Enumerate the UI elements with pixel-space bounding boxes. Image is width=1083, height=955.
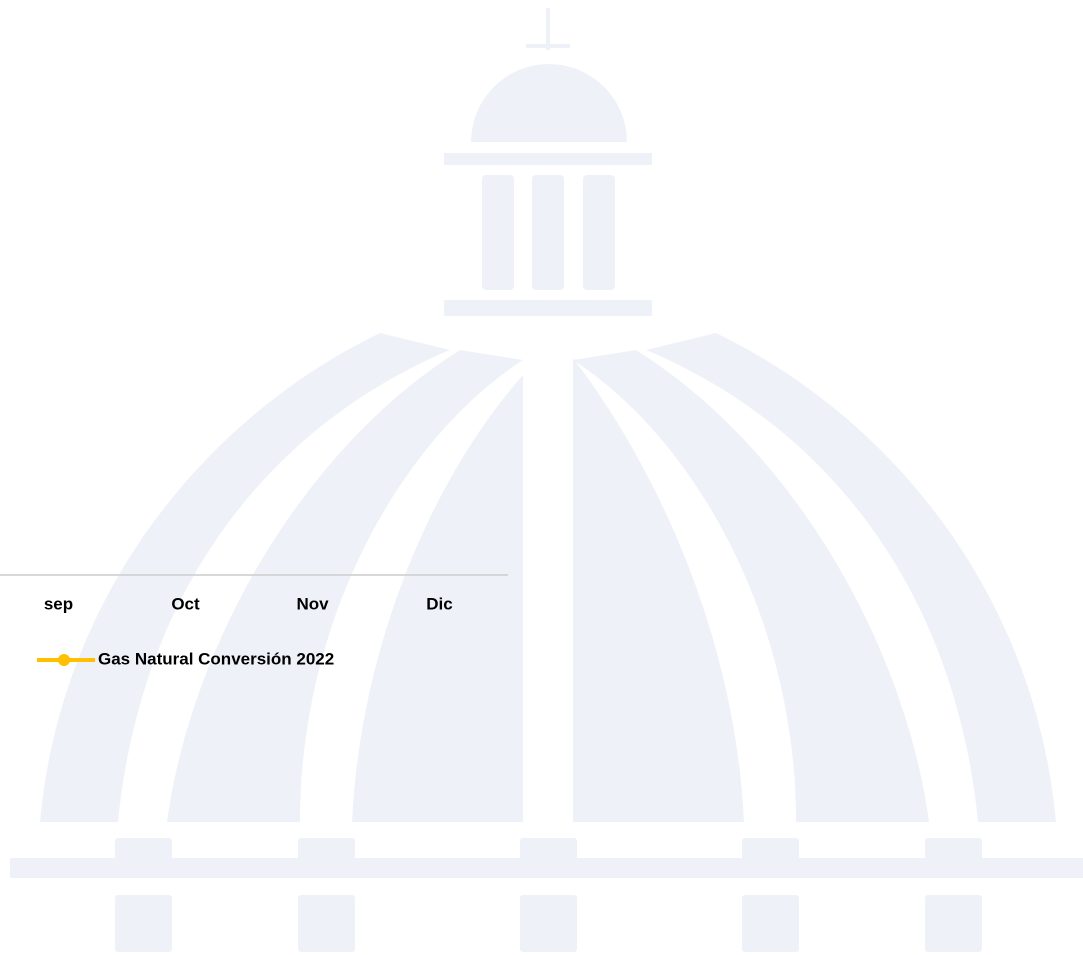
x-tick-label: Oct — [171, 594, 200, 613]
x-tick-label: Dic — [426, 594, 452, 613]
background-watermark — [10, 8, 1083, 952]
x-tick-label: Nov — [296, 594, 329, 613]
chart: sep Oct Nov Dic Gas Natural Conversión 2022 — [0, 0, 1083, 955]
legend-label: Gas Natural Conversión 2022 — [98, 649, 334, 668]
x-tick-label: sep — [44, 594, 73, 613]
legend-marker — [58, 654, 70, 666]
